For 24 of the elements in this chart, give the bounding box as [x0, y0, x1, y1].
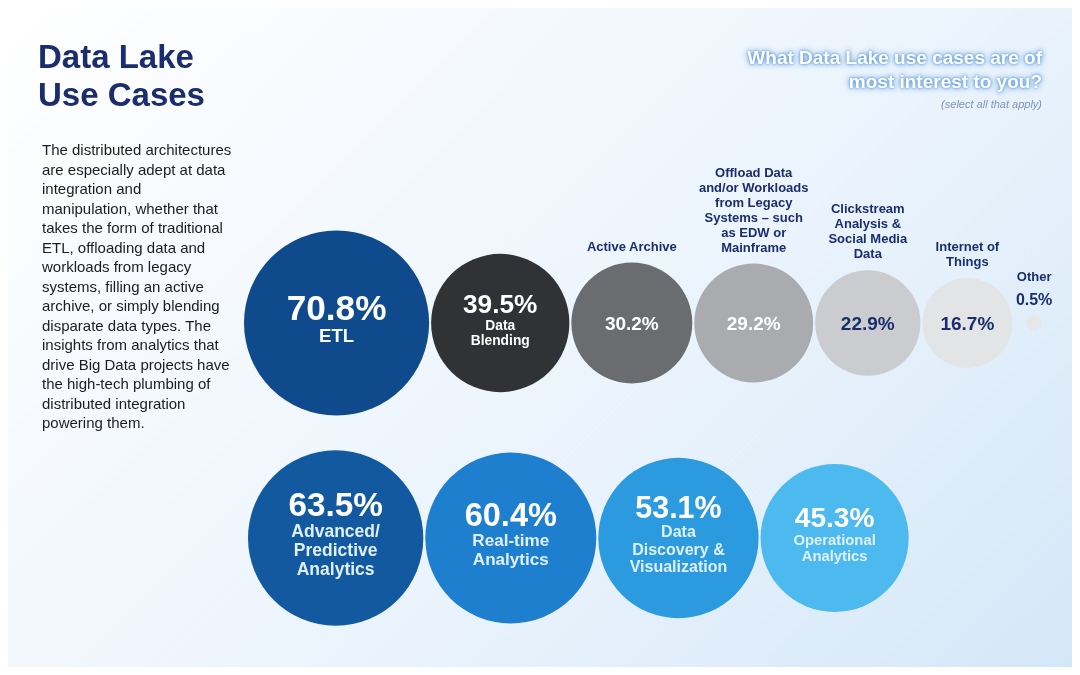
data-label: 60.4% [464, 496, 557, 533]
data-label: 29.2% [726, 313, 781, 334]
text: (select all that apply) [941, 98, 1042, 110]
data-label: 63.5% [288, 485, 383, 523]
data-label: 22.9% [840, 313, 895, 334]
category-label: Data Discovery & Visualization [629, 521, 728, 576]
data-label: 53.1% [635, 489, 722, 524]
data-label: 16.7% [940, 313, 995, 334]
category-label: Other [1016, 269, 1052, 285]
category-label: Internet of Things [935, 239, 1000, 270]
data-label: 30.2% [604, 313, 659, 334]
category-label: Operational Analytics [793, 532, 876, 565]
category-label: ETL [319, 325, 355, 347]
category-label: Clickstream Analysis & Social Media Data [828, 201, 908, 262]
category-label: Offload Data and/or Workloads from Legacy Systems – such as EDW or Mainframe [698, 164, 809, 255]
category-label: Real-time Analytics [472, 531, 550, 570]
data-label: 45.3% [794, 502, 875, 534]
category-label: Active Archive [586, 238, 677, 254]
data-label: 70.8% [286, 287, 387, 327]
category-label: Advanced/ Predictive Analytics [291, 520, 381, 580]
text: What Data Lake use cases are of most interest to you? [744, 46, 1042, 94]
text: Data Lake Use Cases [38, 38, 206, 114]
text: The distributed architectures are especially adept at data integration and manipulation, whether that takes the form of traditional ETL, offloading data and workloads from legacy systems, filling an active archive, or simply blending disparate data types. The insights from analytics that drive Big Data projects have the high-tech plumbing of distributed integration powering them. [42, 141, 232, 431]
data-label: 0.5% [1015, 291, 1053, 309]
